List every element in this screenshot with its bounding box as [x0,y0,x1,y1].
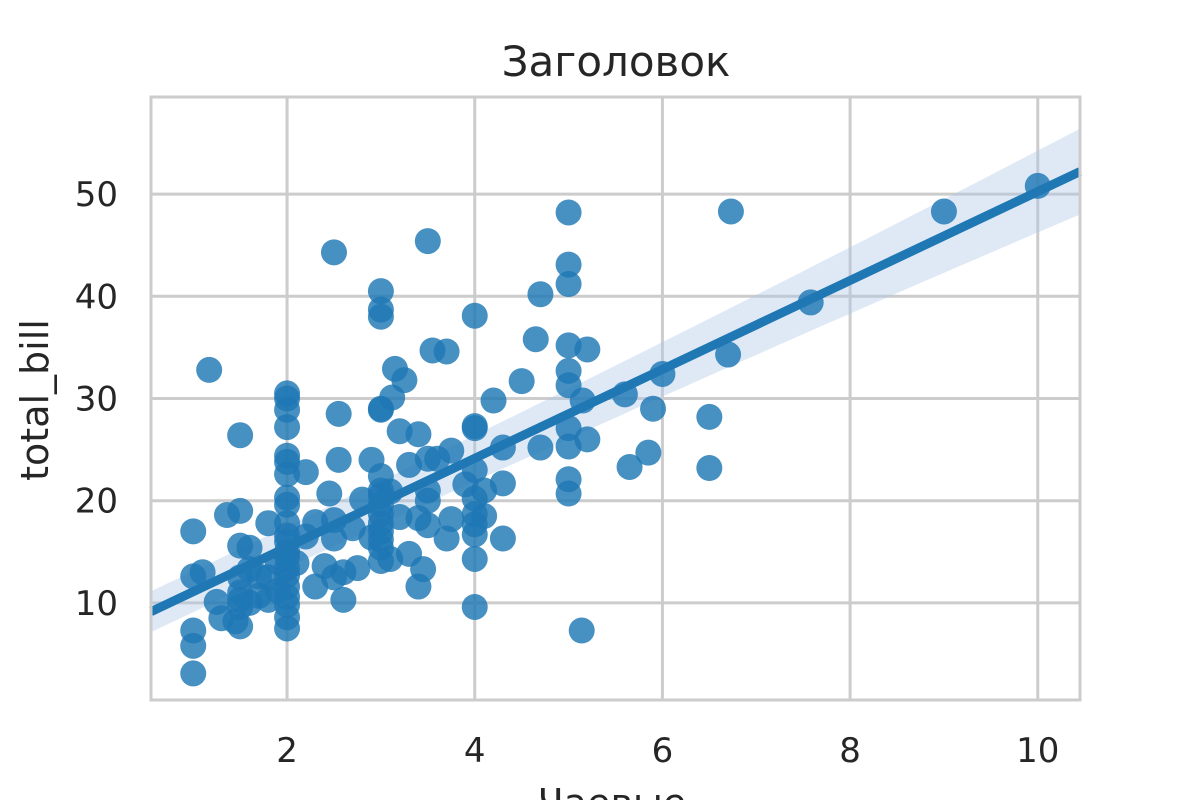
tick-labels: 2 4 6 8 10 10 20 30 40 50 [75,175,1060,771]
data-point [574,336,601,363]
data-point [236,534,263,561]
data-point [227,613,254,640]
data-point [555,251,582,278]
data-point [180,617,207,644]
y-tick-label: 30 [75,380,118,420]
data-point [367,296,394,323]
data-point [433,525,460,552]
data-point [405,421,432,448]
data-point [433,338,460,365]
data-point [438,506,465,533]
x-tick-label: 8 [839,731,861,771]
data-point [320,239,347,266]
y-tick-label: 10 [75,584,118,624]
data-point [316,480,343,507]
x-tick-label: 6 [652,731,674,771]
data-point [461,593,488,620]
y-tick-label: 50 [75,175,118,215]
data-point [255,510,282,537]
chart-title: Заголовок [502,37,731,86]
data-point [438,437,465,464]
data-point [715,341,742,368]
data-point [330,586,357,613]
data-point [180,518,207,545]
plot-frame [149,95,1082,702]
data-point [344,555,371,582]
data-point [180,660,207,687]
data-point [391,367,418,394]
data-point [616,453,643,480]
x-axis-label: Чаевые [538,781,687,800]
data-point [696,403,723,430]
data-point [930,198,957,225]
data-point [480,387,507,414]
data-point [386,504,413,531]
x-tick-label: 2 [276,731,298,771]
y-axis-label: total_bill [13,319,57,481]
data-point [410,556,437,583]
data-point [461,302,488,329]
data-point [696,454,723,481]
grid [151,97,1080,700]
data-point [227,497,254,524]
y-tick-label: 40 [75,277,118,317]
data-point [414,228,441,255]
data-point [522,326,549,353]
data-point [555,466,582,493]
data-point [568,617,595,644]
data-point [189,559,216,586]
data-point [414,512,441,539]
data-point [325,400,352,427]
x-tick-label: 10 [1016,731,1059,771]
data-point [461,545,488,572]
data-point [274,380,301,407]
data-point [717,198,744,225]
regression-line [149,167,1082,616]
data-point [461,413,488,440]
data-point [555,199,582,226]
data-point [635,439,662,466]
data-point [367,278,394,305]
y-tick-label: 20 [75,482,118,522]
data-point [227,422,254,449]
data-point [640,395,667,422]
data-point [471,503,498,530]
data-point [508,368,535,395]
data-point [196,356,223,383]
data-point [555,271,582,298]
data-point [555,357,582,384]
data-point [292,459,319,486]
x-tick-label: 4 [464,731,486,771]
data-point [274,510,301,537]
data-point [489,470,516,497]
data-point [574,426,601,453]
data-point [325,446,352,473]
regression-line-group [149,167,1082,616]
data-point [527,434,554,461]
data-point [489,525,516,552]
data-point [274,484,301,511]
data-point [527,281,554,308]
data-point [274,442,301,469]
data-point [283,550,310,577]
